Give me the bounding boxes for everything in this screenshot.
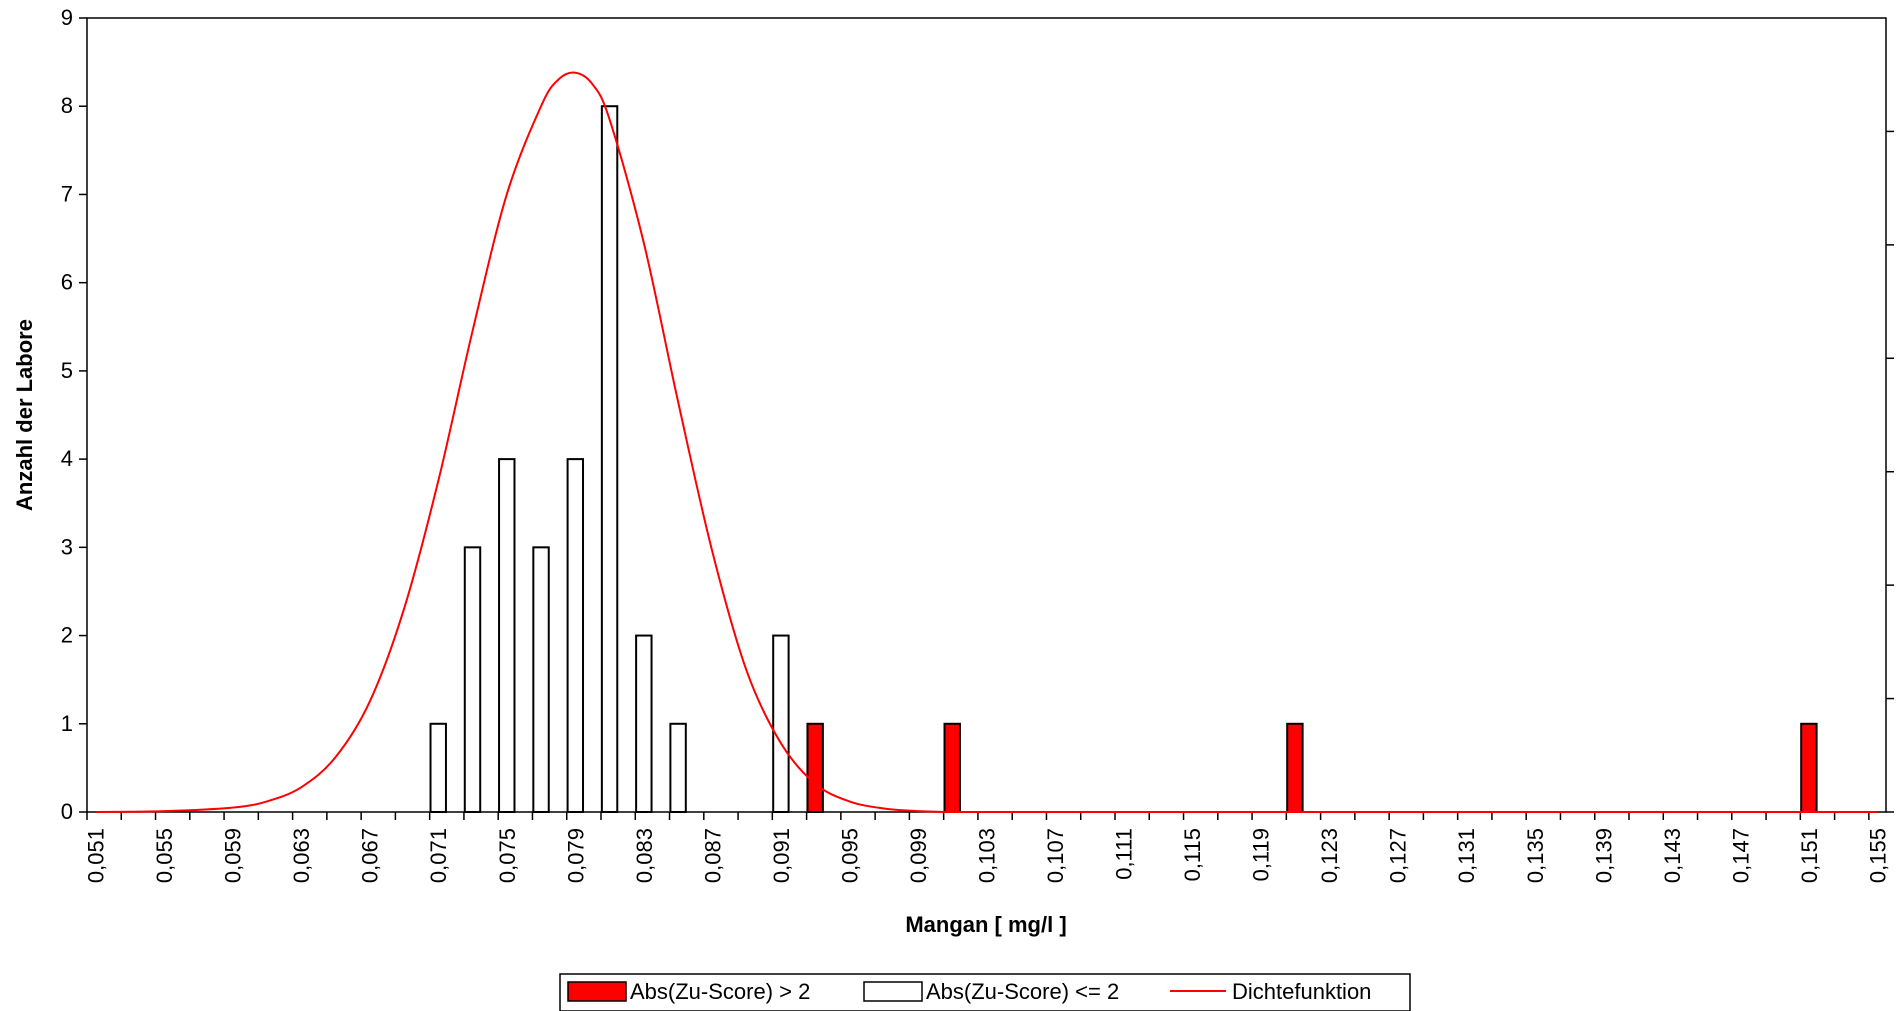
x-tick-label: 0,131 [1454,828,1479,883]
legend-swatch-normal [863,981,923,1002]
bar-normal [772,634,790,813]
y-tick-label: 1 [61,711,73,736]
y-tick-label: 6 [61,270,73,295]
plot-frame [86,17,1887,813]
x-tick-label: 0,095 [837,828,862,883]
y-tick-label: 0 [61,799,73,824]
legend-swatch-outlier [567,981,627,1002]
x-tick-label: 0,055 [152,828,177,883]
bar-normal [669,722,687,813]
x-tick-label: 0,127 [1386,828,1411,883]
x-tick-label: 0,147 [1728,828,1753,883]
x-tick-label: 0,079 [563,828,588,883]
y-tick-label: 4 [61,446,73,471]
y-axis-title: Anzahl der Labore [12,319,37,511]
x-tick-label: 0,083 [632,828,657,883]
x-tick-label: 0,091 [769,828,794,883]
x-tick-label: 0,139 [1591,828,1616,883]
x-tick-label: 0,103 [975,828,1000,883]
x-tick-label: 0,151 [1797,828,1822,883]
x-tick-label: 0,143 [1660,828,1685,883]
legend-box [559,973,1411,1011]
legend-label-normal: Abs(Zu-Score) <= 2 [926,979,1119,1004]
density-curve-line [95,71,1878,814]
y-tick-label: 7 [61,181,73,206]
bar-normal [498,458,516,813]
x-tick-label: 0,123 [1317,828,1342,883]
y-tick-label: 2 [61,623,73,648]
x-tick-label: 0,135 [1523,828,1548,883]
bar-normal [463,546,482,813]
x-axis: 0,051 0,055 0,059 0,063 0,067 0,071 0,075 0,079… [84,812,1890,883]
legend-label-outlier: Abs(Zu-Score) > 2 [630,979,810,1004]
x-tick-label: 0,051 [84,828,109,883]
x-tick-label: 0,119 [1249,828,1274,881]
plot-area: 0 1 2 3 4 5 6 7 8 9 0,051 0,055 0,059 0,063 0,067 0,07… [61,5,1894,883]
x-tick-label: 0,075 [495,828,520,883]
bar-outlier [943,722,961,813]
x-tick-label: 0,063 [289,828,314,883]
bars-abs-zu-score-le-2 [429,105,790,813]
x-tick-label: 0,059 [221,828,246,883]
bar-normal [429,722,447,813]
x-tick-label: 0,111 [1112,828,1137,880]
density-curve [95,71,1878,814]
x-tick-label: 0,155 [1865,828,1890,883]
x-tick-label: 0,107 [1043,828,1068,883]
y-tick-label: 9 [61,5,73,30]
bar-normal [566,458,585,813]
legend: Abs(Zu-Score) > 2 Abs(Zu-Score) <= 2 Dic… [559,973,1411,1011]
bar-outlier [1286,722,1304,813]
x-tick-label: 0,071 [426,828,451,883]
x-tick-label: 0,087 [700,828,725,883]
legend-label-density: Dichtefunktion [1232,979,1371,1004]
bar-outlier [1800,722,1818,813]
x-tick-label: 0,099 [906,828,931,883]
x-axis-title: Mangan [ mg/l ] [905,912,1066,937]
y-tick-label: 5 [61,358,73,383]
y-tick-label: 3 [61,534,73,559]
y-tick-label: 8 [61,93,73,118]
y-axis: 0 1 2 3 4 5 6 7 8 9 [61,5,1894,824]
x-tick-label: 0,067 [358,828,383,883]
bar-normal [600,105,619,813]
bar-outlier [806,722,824,813]
bar-normal [532,546,550,813]
x-tick-label: 0,115 [1180,828,1205,881]
bar-normal [635,634,653,813]
